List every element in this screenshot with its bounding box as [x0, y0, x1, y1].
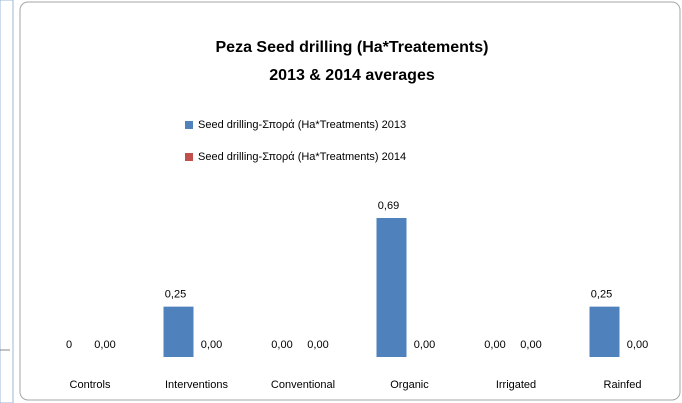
bar — [589, 306, 620, 357]
chart-title: Peza Seed drilling (Ha*Treatements) — [216, 39, 489, 56]
data-label: 0,25 — [591, 289, 612, 301]
data-label: 0,00 — [201, 339, 222, 351]
bar — [376, 218, 407, 357]
legend-swatch — [185, 153, 193, 161]
x-tick-label: Organic — [390, 379, 429, 391]
data-label: 0,69 — [378, 200, 399, 212]
chart-title: 2013 & 2014 averages — [269, 67, 435, 84]
legend-label: Seed drilling-Σπορά (Ha*Treatments) 2014 — [198, 151, 406, 163]
bar — [163, 306, 194, 357]
data-label: 0,00 — [520, 339, 541, 351]
data-label: 0,25 — [165, 289, 186, 301]
x-tick-label: Rainfed — [604, 379, 642, 391]
legend-label: Seed drilling-Σπορά (Ha*Treatments) 2013 — [198, 119, 406, 131]
data-label: 0 — [66, 339, 72, 351]
data-label: 0,00 — [414, 339, 435, 351]
x-tick-label: Conventional — [271, 379, 335, 391]
x-tick-label: Irrigated — [496, 379, 536, 391]
side-panel — [0, 0, 14, 403]
data-label: 0,00 — [271, 339, 292, 351]
chart-frame — [19, 1, 681, 401]
x-tick-label: Controls — [70, 379, 111, 391]
data-label: 0,00 — [94, 339, 115, 351]
data-label: 0,00 — [307, 339, 328, 351]
x-tick-label: Interventions — [165, 379, 228, 391]
legend-swatch — [185, 121, 193, 129]
data-label: 0,00 — [627, 339, 648, 351]
data-label: 0,00 — [484, 339, 505, 351]
